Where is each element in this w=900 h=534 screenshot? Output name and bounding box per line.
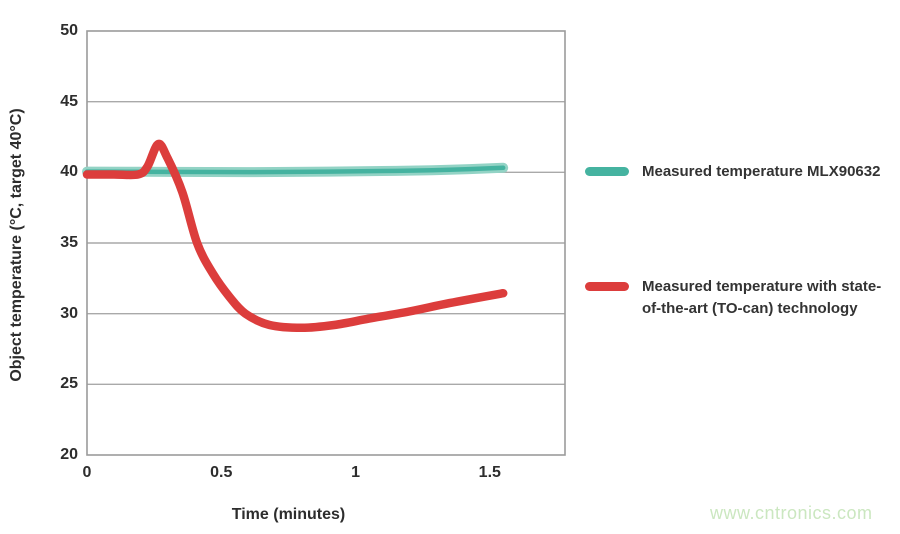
y-axis-label: Object temperature (°C, target 40°C) — [8, 108, 25, 382]
y-tick-label: 50 — [60, 22, 78, 39]
legend-label-to-can: Measured temperature with state-of-the-a… — [642, 278, 882, 317]
x-axis-label: Time (minutes) — [231, 506, 346, 523]
legend-item-to-can: Measured temperature with state-of-the-a… — [585, 276, 894, 320]
teal-line-swatch-icon — [585, 167, 629, 176]
watermark: www.cntronics.com — [710, 503, 873, 523]
legend-label-mlx90632: Measured temperature MLX90632 — [642, 163, 881, 180]
x-tick-label: 0 — [82, 464, 92, 481]
y-tick-label: 25 — [60, 375, 78, 393]
legend-item-mlx90632: Measured temperature MLX90632 — [585, 161, 894, 183]
y-tick-label: 20 — [60, 446, 78, 463]
x-tick-label: 0.5 — [210, 464, 233, 481]
y-tick-label: 45 — [60, 92, 78, 110]
y-tick-label: 40 — [60, 163, 78, 181]
red-line-swatch-icon — [585, 282, 629, 291]
x-tick-label: 1.5 — [478, 464, 501, 481]
x-tick-label: 1 — [351, 464, 360, 481]
y-tick-label: 35 — [60, 234, 78, 251]
y-tick-label: 30 — [60, 304, 78, 322]
